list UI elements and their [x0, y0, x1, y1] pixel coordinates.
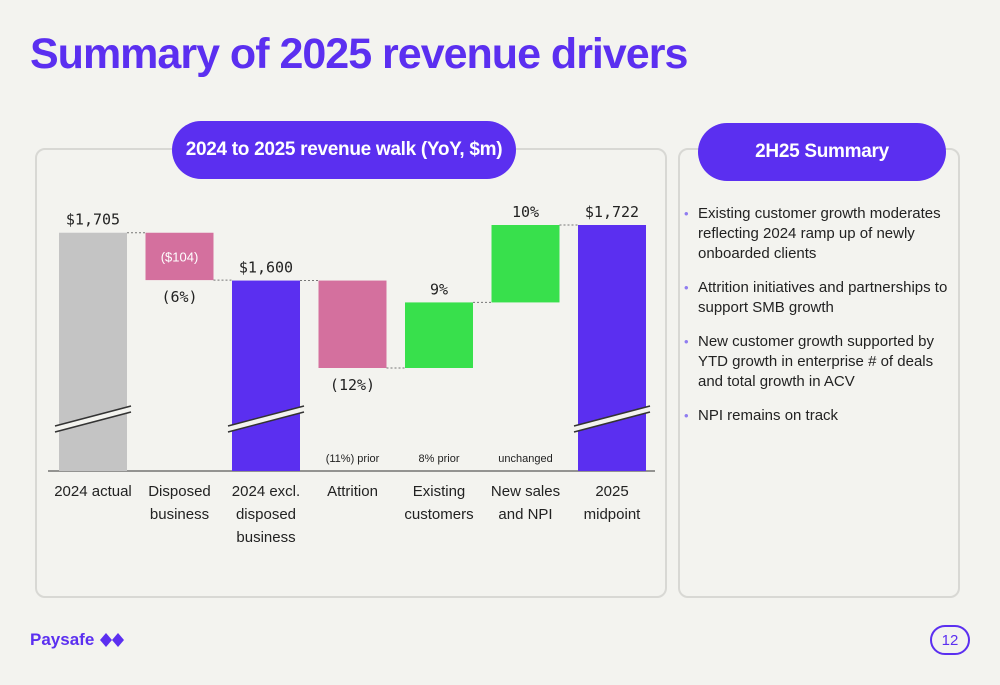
- axis-break-mark: [54, 411, 132, 433]
- bar-1: [59, 232, 127, 471]
- bar-change-label: (6%): [161, 288, 197, 306]
- bar-value-label: 10%: [512, 203, 539, 221]
- paysafe-logo: Paysafe: [30, 630, 125, 650]
- axis-break-mark: [227, 405, 305, 427]
- category-label: midpoint: [584, 506, 642, 523]
- summary-bullet-text: NPI remains on track: [698, 407, 839, 424]
- category-label: Disposed: [148, 483, 211, 500]
- bar-value-label: 9%: [430, 280, 448, 298]
- waterfall-chart: $1,705 $1,600 9% 10% $1,722 ($104) (6%) (12%) (1…: [48, 203, 655, 546]
- page-number: 12: [930, 625, 970, 655]
- bar-3: [232, 280, 300, 471]
- category-label: customers: [404, 506, 473, 523]
- axis-break-mark: [54, 405, 132, 427]
- paysafe-diamonds-icon: [100, 633, 125, 647]
- prior-note-label: unchanged: [498, 453, 552, 465]
- bar-5: [405, 302, 473, 368]
- bar-value-label: $1,600: [239, 259, 293, 277]
- summary-header-pill: 2H25 Summary: [698, 123, 946, 181]
- chart-panel: [35, 148, 667, 598]
- category-label: Existing: [413, 483, 466, 500]
- prior-note-label: (11%) prior: [326, 453, 380, 465]
- summary-bullet: • NPI remains on track: [684, 406, 956, 426]
- axis-break-gap: [55, 406, 131, 432]
- bar-2: [145, 232, 214, 281]
- summary-bullet: • Attrition initiatives and partnerships …: [684, 278, 956, 318]
- summary-panel: [678, 148, 960, 598]
- category-label: New sales: [491, 483, 560, 500]
- summary-bullet-text: Attrition initiatives and partnerships t…: [698, 279, 948, 316]
- bar-4: [318, 280, 387, 368]
- bar-value-label: $1,722: [585, 203, 639, 221]
- category-label: business: [236, 529, 295, 546]
- category-label: 2024 actual: [54, 483, 132, 500]
- axis-break-mark: [573, 411, 651, 433]
- summary-bullet-text: Existing customer growth moderates refle…: [698, 205, 941, 262]
- axis-break-gap: [574, 406, 650, 432]
- bullet-dot-icon: •: [684, 408, 689, 423]
- bullet-dot-icon: •: [684, 334, 689, 349]
- chart-header-pill: 2024 to 2025 revenue walk (YoY, $m): [172, 121, 516, 179]
- category-label: 2024 excl.: [232, 483, 300, 500]
- bar-inside-label: ($104): [161, 249, 199, 264]
- summary-bullet-text: New customer growth supported by YTD gro…: [698, 333, 934, 390]
- category-label: disposed: [236, 506, 296, 523]
- summary-bullet: • Existing customer growth moderates refl…: [684, 204, 956, 264]
- axis-break-mark: [227, 411, 305, 433]
- category-label: and NPI: [498, 506, 552, 523]
- page-title: Summary of 2025 revenue drivers: [30, 30, 688, 78]
- bar-change-label: (12%): [330, 376, 375, 394]
- summary-bullet-list: • Existing customer growth moderates refl…: [684, 204, 956, 440]
- category-label: business: [150, 506, 209, 523]
- summary-bullet: • New customer growth supported by YTD gr…: [684, 332, 956, 392]
- bar-6: [491, 225, 560, 303]
- bar-value-label: $1,705: [66, 211, 120, 229]
- bullet-dot-icon: •: [684, 280, 689, 295]
- bar-7: [578, 225, 646, 471]
- axis-break-gap: [228, 406, 304, 432]
- logo-text: Paysafe: [30, 630, 95, 649]
- bullet-dot-icon: •: [684, 206, 689, 221]
- prior-note-label: 8% prior: [419, 453, 460, 465]
- category-label: Attrition: [327, 483, 378, 500]
- axis-break-mark: [573, 405, 651, 427]
- category-label: 2025: [595, 483, 628, 500]
